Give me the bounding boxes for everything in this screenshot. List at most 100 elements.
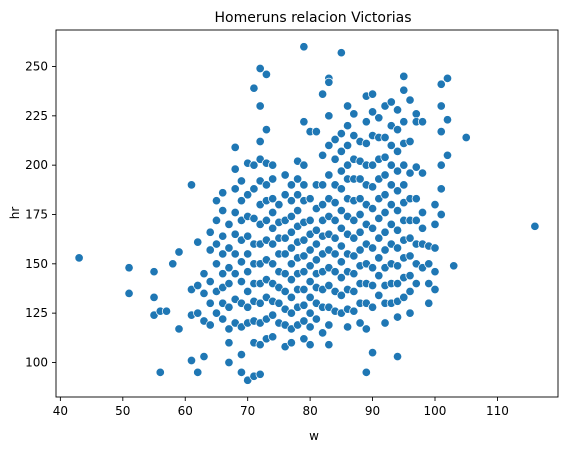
data-point [318,200,328,210]
data-point [74,253,84,263]
data-point [230,164,240,174]
x-tick-label: 90 [365,404,380,418]
data-point [343,160,353,170]
data-point [205,298,215,308]
data-point [380,207,390,218]
y-tick-label: 125 [25,306,48,320]
data-point [349,215,359,225]
data-point [324,320,334,330]
data-point [392,312,403,322]
data-point [299,284,309,295]
x-tick-label: 70 [240,404,255,418]
data-point [349,286,359,296]
data-point [280,249,290,259]
data-point [349,269,359,279]
data-point [255,340,265,350]
data-point [436,184,446,194]
data-point [324,111,334,121]
data-point [211,239,222,249]
data-point [205,227,215,237]
data-point [368,280,378,291]
data-point [386,180,396,190]
data-point [411,278,421,289]
x-tick-label: 50 [115,404,130,418]
data-point [318,328,328,338]
data-point [436,101,446,111]
data-point [230,269,240,279]
data-point [255,63,265,74]
data-point [336,257,346,267]
data-point [430,200,440,210]
data-point [311,239,321,249]
data-point [368,243,378,253]
data-point [336,205,346,216]
data-point [324,140,334,150]
data-point [392,243,403,253]
y-axis-label: hr [8,207,22,220]
data-point [311,225,321,235]
data-point [311,314,321,324]
data-point [392,105,403,115]
data-point [399,117,409,127]
data-point [336,48,346,58]
data-point [318,89,328,99]
data-point [193,308,203,318]
data-point [224,357,234,368]
data-point [230,142,240,152]
data-point [355,245,365,255]
data-point [218,269,228,279]
data-point [218,188,228,198]
data-point [230,229,240,239]
data-point [399,180,409,190]
data-point [261,69,271,79]
data-point [211,215,222,225]
data-point [286,196,296,206]
data-point [361,367,371,377]
data-point [349,251,359,261]
data-point [530,221,540,231]
data-point [243,286,253,296]
y-tick-label: 250 [25,60,48,74]
data-point [236,257,246,267]
data-point [411,162,421,172]
data-point [293,174,303,184]
data-point [355,227,365,237]
data-point [374,233,384,243]
x-tick-label: 60 [178,404,193,418]
data-point [392,261,403,271]
data-point [305,215,315,225]
data-point [355,174,365,184]
data-point [236,350,246,360]
data-point [392,146,403,156]
data-point [405,251,415,261]
data-point [436,160,446,170]
data-point [243,267,253,277]
data-point [386,219,396,229]
data-point [280,190,290,200]
y-axis: 100 125 150 175 200 225 250 [25,60,56,369]
data-point [374,253,384,263]
data-point [380,190,390,200]
data-point [205,245,215,255]
data-point [405,136,415,147]
data-point [299,160,309,170]
data-point [224,243,234,253]
data-point [261,215,271,225]
data-point [330,154,340,164]
x-axis-label: w [309,429,319,443]
data-point [218,205,228,216]
data-point [368,302,378,312]
data-point [336,290,346,300]
x-tick-label: 80 [302,404,317,418]
data-point [392,351,403,362]
data-point [330,233,340,243]
data-point [286,211,296,222]
data-point [324,170,334,180]
data-point [286,243,296,253]
data-point [305,340,315,350]
data-point [430,284,440,295]
data-point [349,131,359,141]
data-point [449,261,459,271]
data-point [211,308,222,318]
data-point [343,322,353,332]
